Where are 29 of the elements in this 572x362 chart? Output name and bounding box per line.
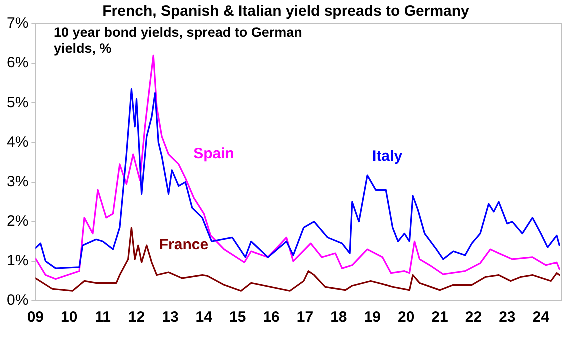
x-tick-label: 16 bbox=[263, 309, 280, 326]
y-tick-label: 0% bbox=[6, 292, 29, 310]
x-tick-label: 14 bbox=[196, 309, 214, 326]
series-label: Spain bbox=[194, 145, 234, 162]
x-tick-label: 13 bbox=[162, 309, 179, 326]
x-tick-label: 21 bbox=[432, 309, 448, 326]
x-tick-label: 19 bbox=[364, 309, 381, 326]
y-tick-label: 4% bbox=[6, 134, 29, 151]
x-tick-label: 15 bbox=[230, 309, 246, 326]
series-label: Italy bbox=[372, 148, 404, 166]
y-tick-label: 2% bbox=[6, 213, 29, 230]
text: 10 year bond yields, spread to German yields, % bbox=[54, 25, 304, 57]
x-tick-label: 18 bbox=[330, 309, 348, 326]
x-tick-label: 17 bbox=[296, 309, 314, 326]
series-label: France bbox=[159, 236, 209, 254]
y-tick-label: 5% bbox=[6, 94, 29, 112]
x-tick-label: 12 bbox=[128, 309, 146, 326]
y-tick-label: 1% bbox=[6, 252, 29, 270]
x-tick-label: 09 bbox=[27, 309, 44, 326]
y-tick-label: 7% bbox=[6, 15, 29, 32]
x-tick-label: 24 bbox=[532, 309, 550, 326]
x-tick-label: 10 bbox=[61, 309, 78, 326]
y-tick-label: 6% bbox=[6, 54, 29, 72]
x-tick-label: 22 bbox=[465, 309, 482, 326]
chart-title: French, Spanish & Italian yield spreads to Germany bbox=[102, 3, 470, 20]
x-tick-label: 23 bbox=[499, 309, 516, 326]
x-tick-label: 20 bbox=[398, 309, 415, 326]
x-tick-label: 11 bbox=[95, 309, 111, 326]
y-tick-label: 3% bbox=[6, 173, 29, 190]
